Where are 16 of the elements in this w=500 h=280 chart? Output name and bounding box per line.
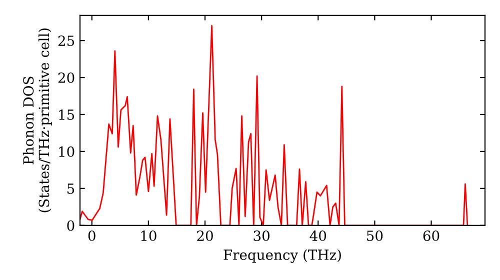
x-tick-label: 20 <box>197 230 213 242</box>
y-axis-title: Phonon DOS (States/THz·primitive cell) <box>22 28 52 212</box>
y-tick-label: 20 <box>58 72 74 83</box>
x-tick-label: 30 <box>254 230 270 242</box>
x-tick-label: 50 <box>367 230 383 242</box>
line-series <box>80 25 468 226</box>
x-tick-label: 0 <box>88 230 96 242</box>
x-tick-label: 40 <box>310 230 326 242</box>
x-tick-label: 10 <box>141 230 156 242</box>
y-tick-label: 0 <box>67 220 74 231</box>
y-tick-label: 25 <box>58 36 74 46</box>
y-tick-label: 15 <box>59 109 74 120</box>
y-tick-label: 5 <box>67 184 74 194</box>
x-axis-title: Frequency (THz) <box>224 249 341 263</box>
x-tick-label: 60 <box>423 230 440 242</box>
y-tick-label: 10 <box>59 146 74 157</box>
